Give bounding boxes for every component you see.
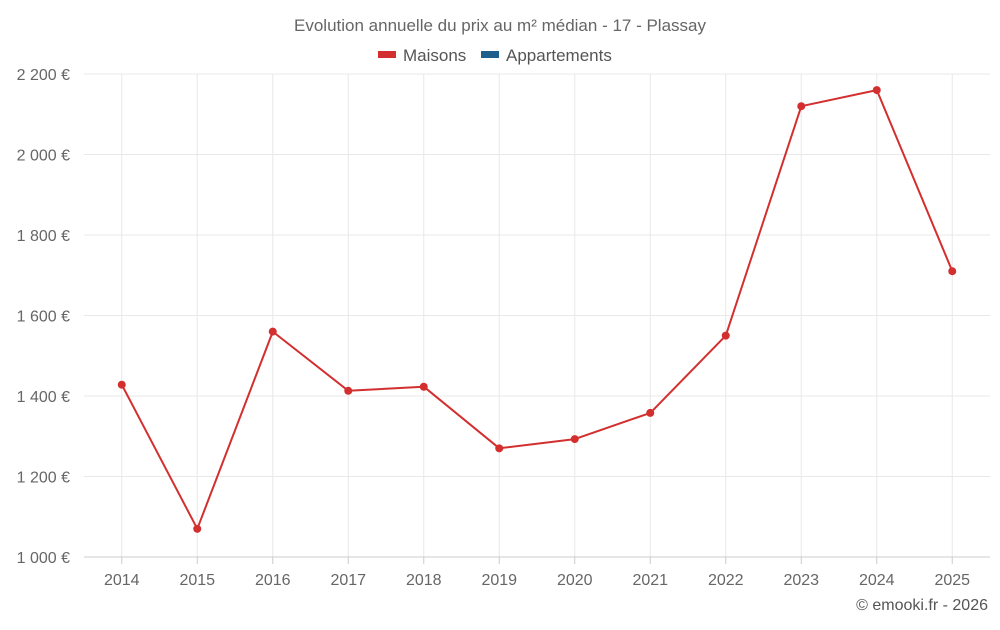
x-tick-label: 2020: [557, 572, 593, 589]
x-tick-label: 2025: [934, 572, 970, 589]
data-point[interactable]: [117, 380, 126, 389]
data-point[interactable]: [646, 408, 655, 417]
y-tick-label: 2 200 €: [17, 67, 70, 84]
x-tick-label: 2017: [330, 572, 366, 589]
y-tick-label: 1 400 €: [17, 389, 70, 406]
data-point[interactable]: [570, 435, 579, 444]
x-tick-label: 2016: [255, 572, 291, 589]
x-tick-label: 2021: [632, 572, 668, 589]
x-tick-label: 2019: [481, 572, 517, 589]
legend-swatch-appartements[interactable]: [481, 51, 499, 58]
series-line-maisons: [120, 89, 954, 530]
legend-label-maisons[interactable]: Maisons: [403, 46, 466, 65]
y-tick-label: 1 000 €: [17, 550, 70, 567]
credit-text: © emooki.fr - 2026: [856, 597, 988, 614]
data-point[interactable]: [193, 524, 202, 533]
data-point[interactable]: [948, 267, 957, 276]
x-tick-label: 2023: [783, 572, 819, 589]
axes: 1 000 € 1 200 € 1 400 € 1 600 € 1 800 € 2 000…: [17, 67, 990, 589]
x-tick-label: 2014: [104, 572, 140, 589]
x-tick-label: 2018: [406, 572, 442, 589]
legend: Maisons Appartements: [378, 46, 612, 65]
data-point[interactable]: [797, 102, 806, 111]
x-tick-label: 2015: [179, 572, 215, 589]
data-point[interactable]: [419, 382, 428, 391]
grid: [84, 73, 990, 558]
data-point[interactable]: [495, 444, 504, 453]
data-point[interactable]: [268, 327, 277, 336]
data-point[interactable]: [721, 331, 730, 340]
chart-title: Evolution annuelle du prix au m² médian …: [294, 16, 706, 35]
x-tick-label: 2022: [708, 572, 744, 589]
data-point[interactable]: [872, 86, 881, 95]
series-layer: [117, 86, 957, 533]
legend-swatch-maisons[interactable]: [378, 51, 396, 58]
y-tick-label: 1 600 €: [17, 309, 70, 326]
y-tick-label: 1 200 €: [17, 470, 70, 487]
data-point[interactable]: [344, 386, 353, 395]
legend-label-appartements[interactable]: Appartements: [506, 46, 612, 65]
y-tick-label: 2 000 €: [17, 148, 70, 165]
y-tick-label: 1 800 €: [17, 228, 70, 245]
x-tick-label: 2024: [859, 572, 895, 589]
